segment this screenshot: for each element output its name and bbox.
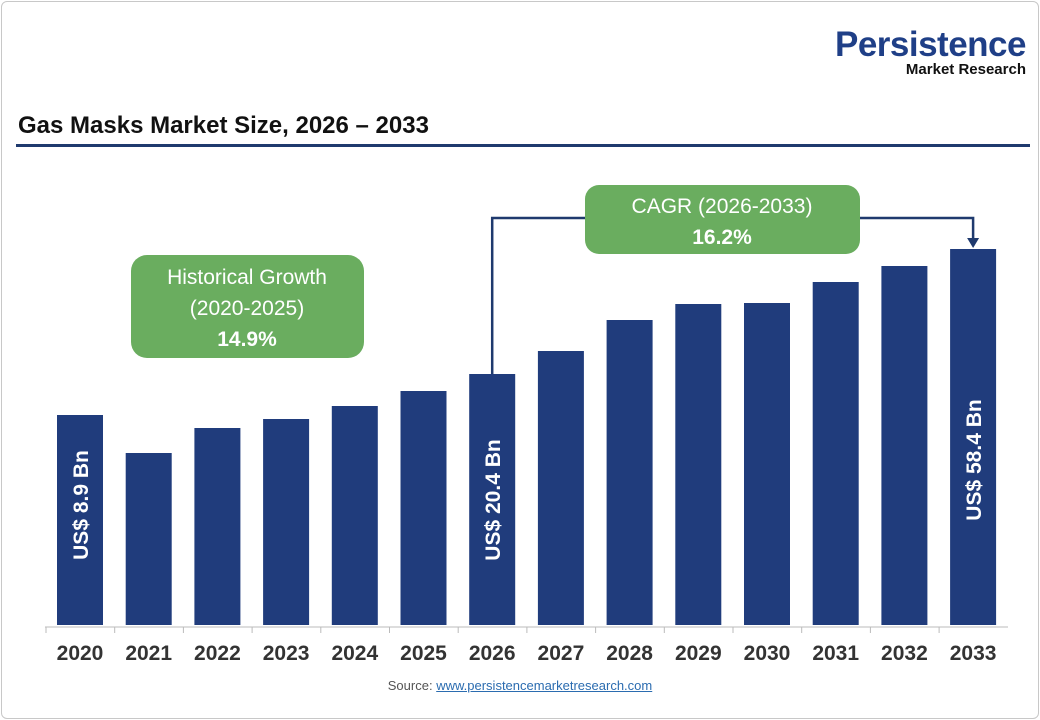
source-note: Source: www.persistencemarketresearch.co… bbox=[0, 678, 1040, 693]
chart-title: Gas Masks Market Size, 2026 – 2033 bbox=[18, 112, 429, 139]
x-tick-label: 2025 bbox=[400, 642, 447, 665]
historical-growth-value: 14.9% bbox=[217, 328, 277, 351]
source-prefix: Source: bbox=[387, 678, 433, 693]
bar-2022 bbox=[194, 428, 241, 625]
bar-2031 bbox=[812, 282, 859, 625]
bar-2023 bbox=[263, 419, 310, 625]
bar-2033 bbox=[950, 249, 997, 625]
source-link[interactable]: www.persistencemarketresearch.com bbox=[436, 678, 653, 693]
bar-2025 bbox=[400, 391, 447, 625]
data-label: US$ 58.4 Bn bbox=[963, 399, 986, 520]
x-tick-label: 2028 bbox=[606, 642, 653, 665]
bar-2026 bbox=[469, 374, 516, 625]
bar-2020 bbox=[57, 415, 103, 625]
cagr-label: CAGR (2026-2033) bbox=[632, 195, 813, 218]
x-tick-label: 2026 bbox=[469, 642, 516, 665]
cagr-value: 16.2% bbox=[692, 226, 752, 249]
x-tick-label: 2031 bbox=[812, 642, 859, 665]
logo-brand: Persistence bbox=[834, 25, 1027, 64]
cagr-box bbox=[585, 185, 860, 254]
logo: Persistence Market Research bbox=[834, 25, 1027, 78]
x-tick-label: 2030 bbox=[744, 642, 791, 665]
x-tick-label: 2021 bbox=[125, 642, 172, 665]
x-tick-label: 2020 bbox=[57, 642, 104, 665]
title-divider bbox=[16, 144, 1030, 147]
bar-2024 bbox=[331, 406, 378, 625]
bar-2029 bbox=[675, 304, 722, 625]
historical-growth-label: Historical Growth bbox=[167, 266, 327, 289]
bar-2027 bbox=[537, 351, 584, 625]
x-tick-label: 2029 bbox=[675, 642, 722, 665]
x-tick-label: 2023 bbox=[263, 642, 310, 665]
historical-growth-period: (2020-2025) bbox=[190, 297, 304, 320]
x-tick-label: 2033 bbox=[950, 642, 997, 665]
x-tick-label: 2032 bbox=[881, 642, 928, 665]
arrow-head-icon bbox=[967, 238, 980, 248]
x-tick-label: 2027 bbox=[538, 642, 585, 665]
bar-2028 bbox=[606, 320, 653, 625]
x-tick-label: 2024 bbox=[331, 642, 378, 665]
historical-growth-box bbox=[131, 255, 364, 358]
data-label: US$ 20.4 Bn bbox=[482, 439, 505, 560]
logo-tagline: Market Research bbox=[905, 61, 1026, 78]
x-tick-label: 2022 bbox=[194, 642, 241, 665]
data-label: US$ 8.9 Bn bbox=[70, 450, 93, 560]
bar-2030 bbox=[744, 303, 790, 625]
bar-2032 bbox=[881, 266, 928, 625]
bar-2021 bbox=[125, 453, 172, 625]
